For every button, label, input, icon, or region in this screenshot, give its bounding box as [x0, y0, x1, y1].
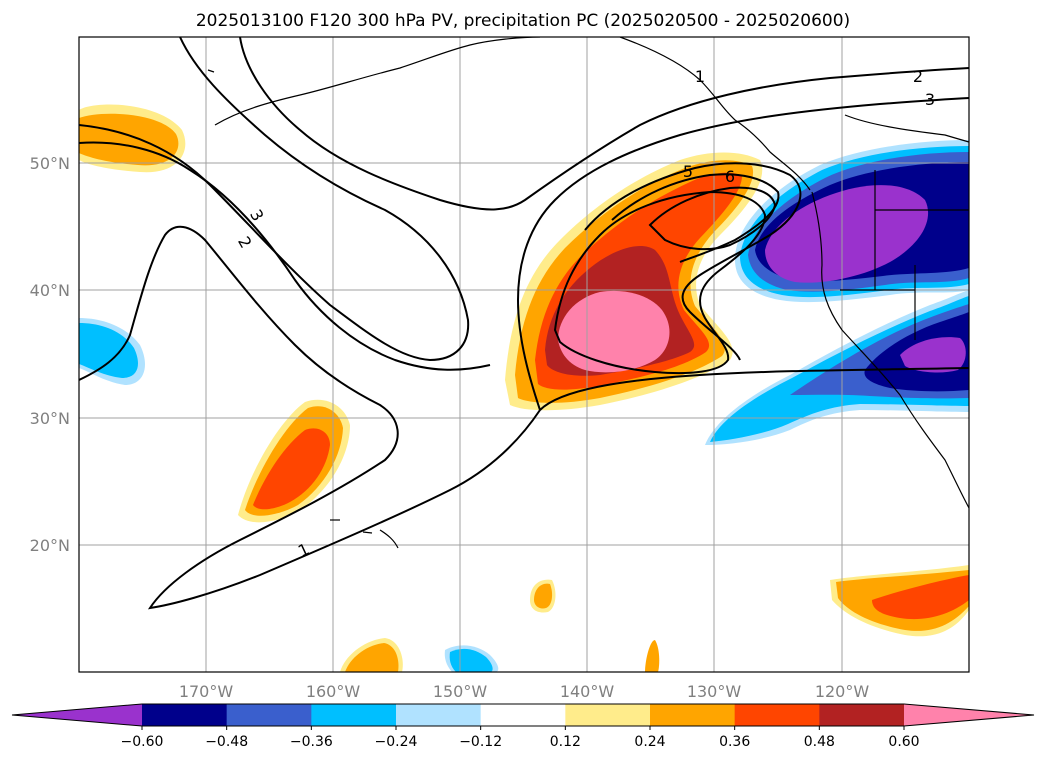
colorbar-tick-label: 0.48: [804, 734, 835, 750]
colorbar-segment: [311, 704, 396, 726]
contour-label-1b: 1: [695, 67, 705, 86]
lat-label-30n: 30°N: [30, 409, 70, 428]
contour-label-2b: 2: [913, 67, 923, 86]
colorbar-tick-label: 0.36: [719, 734, 750, 750]
colorbar-segment: [819, 704, 904, 726]
colorbar-tick-label: −0.48: [205, 734, 248, 750]
colorbar-segment: [396, 704, 481, 726]
lon-label-170w: 170°W: [179, 682, 234, 701]
lon-label-120w: 120°W: [815, 682, 870, 701]
lon-label-140w: 140°W: [560, 682, 615, 701]
lat-label-40n: 40°N: [30, 281, 70, 300]
colorbar-tick-label: −0.36: [290, 734, 333, 750]
lat-label-20n: 20°N: [30, 536, 70, 555]
colorbar-segment: [227, 704, 312, 726]
colorbar-tick-label: 0.60: [888, 734, 919, 750]
map-title: 2025013100 F120 300 hPa PV, precipitatio…: [196, 11, 850, 31]
colorbar-segment: [650, 704, 735, 726]
colorbar-extend-max: [904, 704, 1034, 726]
colorbar-extend-min: [12, 704, 142, 726]
map-panel: 1 1 2 2 3 3 5 6: [79, 37, 969, 672]
contour-label-5: 5: [683, 162, 693, 181]
colorbar-segment: [481, 704, 566, 726]
lon-label-130w: 130°W: [687, 682, 742, 701]
latitude-labels: 50°N 40°N 30°N 20°N: [30, 154, 70, 555]
colorbar-tick-label: −0.24: [375, 734, 418, 750]
colorbar-segment: [565, 704, 650, 726]
colorbar-tick-label: 0.24: [634, 734, 665, 750]
contour-label-6: 6: [725, 167, 735, 186]
colorbar: −0.60 −0.48 −0.36 −0.24 −0.12 0.12 0.24 0.36 0.4…: [12, 704, 1034, 750]
lat-label-50n: 50°N: [30, 154, 70, 173]
lon-label-150w: 150°W: [433, 682, 488, 701]
colorbar-tick-label: −0.60: [121, 734, 164, 750]
colorbar-segment: [735, 704, 820, 726]
colorbar-tick-label: 0.12: [550, 734, 581, 750]
contour-label-3b: 3: [925, 90, 935, 109]
longitude-labels: 170°W 160°W 150°W 140°W 130°W 120°W: [179, 682, 870, 701]
colorbar-segment: [142, 704, 227, 726]
lon-label-160w: 160°W: [306, 682, 361, 701]
colorbar-tick-label: −0.12: [459, 734, 502, 750]
